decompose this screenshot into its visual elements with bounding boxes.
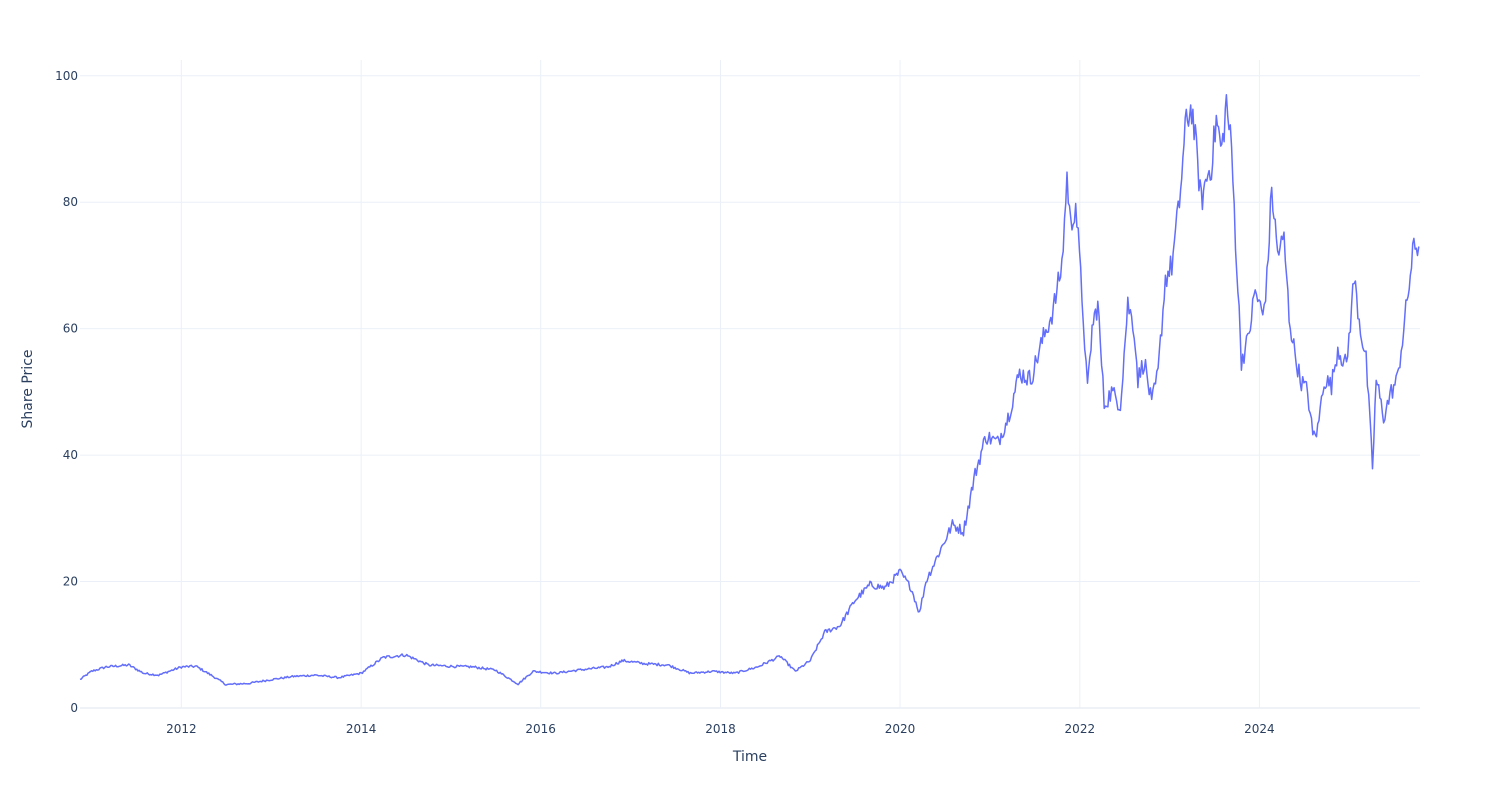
x-tick-label: 2014 <box>346 722 377 736</box>
x-tick-label: 2020 <box>885 722 916 736</box>
plot-area <box>79 94 1420 686</box>
x-tick-label: 2024 <box>1244 722 1275 736</box>
x-tick-label: 2012 <box>166 722 197 736</box>
y-tick-label: 0 <box>70 701 78 715</box>
y-tick-label: 20 <box>63 575 78 589</box>
gridlines <box>80 60 1420 709</box>
x-tick-label: 2018 <box>705 722 736 736</box>
series-line <box>79 94 1420 686</box>
x-axis-title: Time <box>732 749 767 765</box>
y-tick-label: 40 <box>63 448 78 462</box>
x-tick-label: 2016 <box>525 722 556 736</box>
y-axis-ticks: 0 20 40 60 80 100 <box>55 69 78 715</box>
x-tick-label: 2022 <box>1065 722 1096 736</box>
x-axis-ticks: 2012 2014 2016 2018 2020 2022 2024 <box>166 722 1275 736</box>
y-tick-label: 60 <box>63 322 78 336</box>
y-tick-label: 80 <box>63 195 78 209</box>
y-tick-label: 100 <box>55 69 78 83</box>
y-axis-title: Share Price <box>20 349 36 428</box>
